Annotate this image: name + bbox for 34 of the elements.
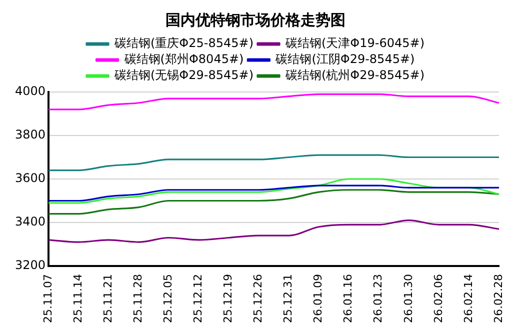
- y-tick-label: 3400: [14, 214, 46, 229]
- line-series: [48, 220, 500, 243]
- x-tick-label: 25.12.19: [222, 274, 235, 323]
- x-tick-label: 25.11.21: [101, 274, 114, 323]
- line-series: [48, 184, 500, 202]
- x-tick-label: 25.12.05: [162, 274, 175, 323]
- y-tick-label: 4000: [14, 84, 46, 98]
- x-tick-label: 25.11.14: [71, 274, 84, 323]
- x-tick-label: 25.11.28: [131, 274, 144, 323]
- x-tick-label: 25.12.31: [282, 274, 295, 323]
- legend-label: 碳结钢(无锡Φ29-8545#): [114, 68, 254, 82]
- legend-label: 碳结钢(郑州Φ8045#): [123, 52, 244, 66]
- x-tick-label: 25.11.07: [41, 274, 54, 323]
- legend-label: 碳结钢(杭州Φ29-8545#): [284, 68, 425, 82]
- x-tick-label: 26.01.09: [312, 274, 325, 323]
- y-tick-label: 3600: [14, 171, 46, 186]
- chart-title: 国内优特钢市场价格走势图: [166, 10, 346, 29]
- x-tick-label: 25.12.12: [192, 274, 205, 323]
- x-tick-label: 26.01.16: [342, 274, 355, 323]
- legend-label: 碳结钢(天津Φ19-6045#): [284, 36, 425, 50]
- legend-label: 碳结钢(重庆Φ25-8545#): [114, 36, 254, 50]
- x-tick-label: 26.01.23: [372, 274, 385, 323]
- y-tick-label: 3800: [14, 128, 46, 142]
- line-series: [48, 154, 500, 172]
- line-series: [48, 178, 500, 204]
- x-tick-label: 26.02.14: [462, 274, 475, 323]
- y-tick-label: 3200: [14, 258, 46, 272]
- line-series: [48, 93, 500, 110]
- x-tick-label: 26.02.28: [492, 274, 505, 323]
- x-tick-label: 26.01.30: [402, 274, 415, 323]
- x-tick-label: 25.12.26: [252, 274, 265, 323]
- legend-label: 碳结钢(江阴Φ29-8545#): [274, 52, 415, 66]
- x-tick-label: 26.02.06: [432, 274, 445, 323]
- line-series: [48, 189, 500, 215]
